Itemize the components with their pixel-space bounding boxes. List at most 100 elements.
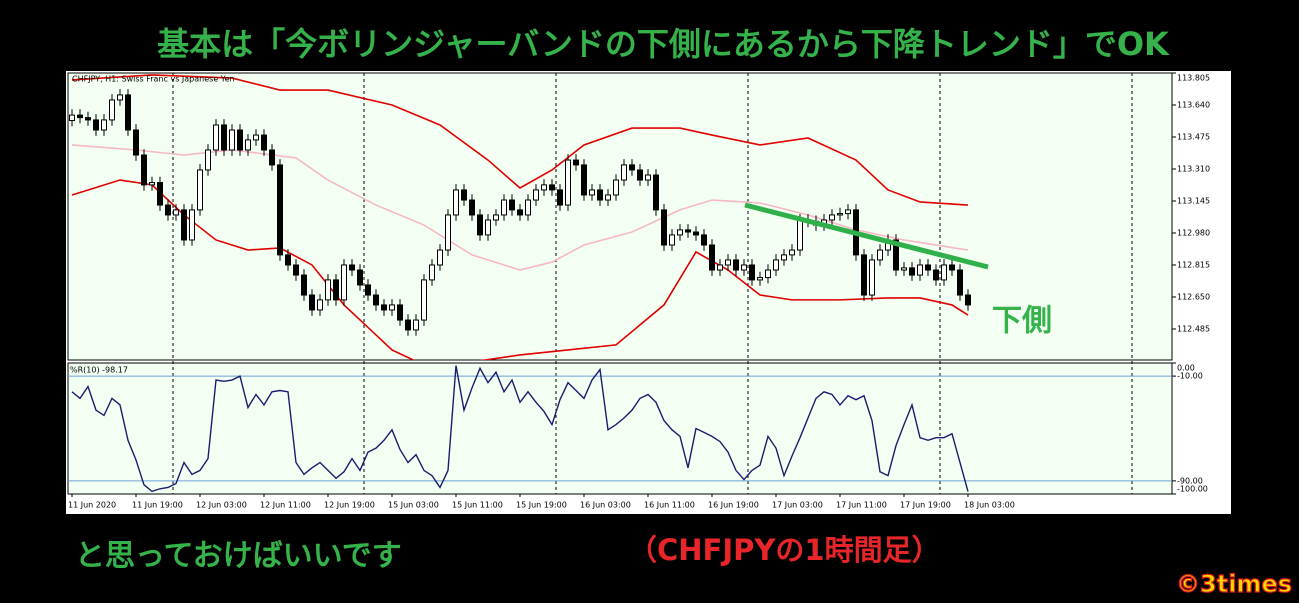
candle-body <box>381 304 387 311</box>
candle-body <box>125 94 131 131</box>
candle-body <box>213 124 219 151</box>
candle-body <box>165 204 171 216</box>
candle-body <box>701 234 707 246</box>
candle-body <box>757 277 763 281</box>
candle-body <box>613 179 619 196</box>
candle-body <box>261 134 267 151</box>
main-panel <box>67 72 1173 361</box>
candle-body <box>709 244 715 271</box>
candle-body <box>781 254 787 261</box>
band-line <box>71 179 969 360</box>
y-tick-label: -100.00 <box>1177 485 1208 494</box>
candle-body <box>533 189 539 201</box>
candle-body <box>837 213 843 216</box>
candle-body <box>557 189 563 206</box>
main-axis: 113.805 113.640 113.475 113.310 113.145 112.9… <box>1172 72 1210 333</box>
candle-body <box>797 219 803 251</box>
candle-body <box>157 182 163 206</box>
candle-body <box>149 182 155 186</box>
candle-body <box>765 269 771 279</box>
candle-body <box>725 259 731 266</box>
candle-body <box>101 119 107 131</box>
y-tick-label: 113.310 <box>1177 164 1210 173</box>
copyright: ©3times <box>1176 570 1292 598</box>
y-tick-label: 113.145 <box>1177 196 1210 205</box>
x-tick-label: 11 Jun 19:00 <box>132 501 183 510</box>
candle-body <box>717 264 723 271</box>
candle-body <box>645 174 651 181</box>
candle-body <box>693 231 699 236</box>
y-tick-label: 112.980 <box>1177 228 1210 237</box>
candle-body <box>429 264 435 281</box>
x-tick-label: 15 Jun 11:00 <box>452 501 503 510</box>
x-tick-label: 17 Jun 11:00 <box>836 501 887 510</box>
candle-body <box>861 254 867 296</box>
candle-body <box>525 199 531 216</box>
candle-body <box>181 209 187 241</box>
candle-body <box>253 134 259 141</box>
candle-body <box>749 264 755 281</box>
candle-body <box>365 284 371 296</box>
candle-body <box>133 129 139 156</box>
x-tick-label: 12 Jun 03:00 <box>196 501 247 510</box>
candle-body <box>69 114 75 122</box>
y-tick-label: 113.475 <box>1177 132 1210 141</box>
candle-body <box>517 209 523 216</box>
candle-body <box>341 264 347 301</box>
candle-body <box>773 259 779 271</box>
y-tick-label: -90.00 <box>1177 476 1203 485</box>
candle-body <box>325 279 331 301</box>
candle-body <box>877 249 883 261</box>
candle-body <box>205 149 211 171</box>
candle-body <box>477 214 483 236</box>
indicator-line <box>71 365 969 493</box>
candle-body <box>677 229 683 236</box>
candle-body <box>197 169 203 211</box>
y-tick-label: 112.815 <box>1177 260 1210 269</box>
candle-body <box>949 264 955 271</box>
candle-body <box>829 214 835 221</box>
candle-body <box>501 199 507 216</box>
y-tick-label: 113.805 <box>1177 74 1210 83</box>
band-line <box>71 144 969 271</box>
candle-body <box>589 189 595 196</box>
candle-body <box>421 279 427 321</box>
candle-body <box>109 99 115 121</box>
lower-side-label: 下側 <box>992 304 1052 339</box>
candle-body <box>453 189 459 216</box>
candle-body <box>445 214 451 251</box>
sub-panel <box>67 362 1173 495</box>
candle-body <box>437 249 443 266</box>
trend-line <box>744 202 989 270</box>
x-tick-label: 12 Jun 11:00 <box>260 501 311 510</box>
candle-body <box>637 169 643 181</box>
chart-title: CHFJPY, H1: Swiss Franc vs Japanese Yen <box>72 75 235 84</box>
candle-body <box>405 319 411 331</box>
x-tick-label: 17 Jun 03:00 <box>772 501 823 510</box>
candle-body <box>685 229 691 233</box>
candle-body <box>549 184 555 191</box>
candle-body <box>221 124 227 151</box>
sub-plot <box>68 365 1172 493</box>
x-tick-label: 16 Jun 11:00 <box>644 501 695 510</box>
indicator-title: %R(10) -98.17 <box>70 366 128 375</box>
candle-body <box>389 304 395 311</box>
candle-body <box>285 254 291 266</box>
candle-body <box>909 267 915 276</box>
candle-body <box>141 154 147 186</box>
candle-body <box>77 114 83 119</box>
candle-body <box>229 129 235 151</box>
y-tick-label: 112.650 <box>1177 292 1210 301</box>
x-tick-label: 15 Jun 03:00 <box>388 501 439 510</box>
candle-body <box>789 249 795 256</box>
candle-body <box>469 199 475 216</box>
candle-body <box>117 94 123 101</box>
candle-body <box>317 299 323 311</box>
candle-body <box>293 264 299 276</box>
candle-body <box>485 219 491 236</box>
x-tick-label: 16 Jun 19:00 <box>708 501 759 510</box>
candle-body <box>189 209 195 241</box>
candle-body <box>605 194 611 201</box>
candle-body <box>653 174 659 211</box>
